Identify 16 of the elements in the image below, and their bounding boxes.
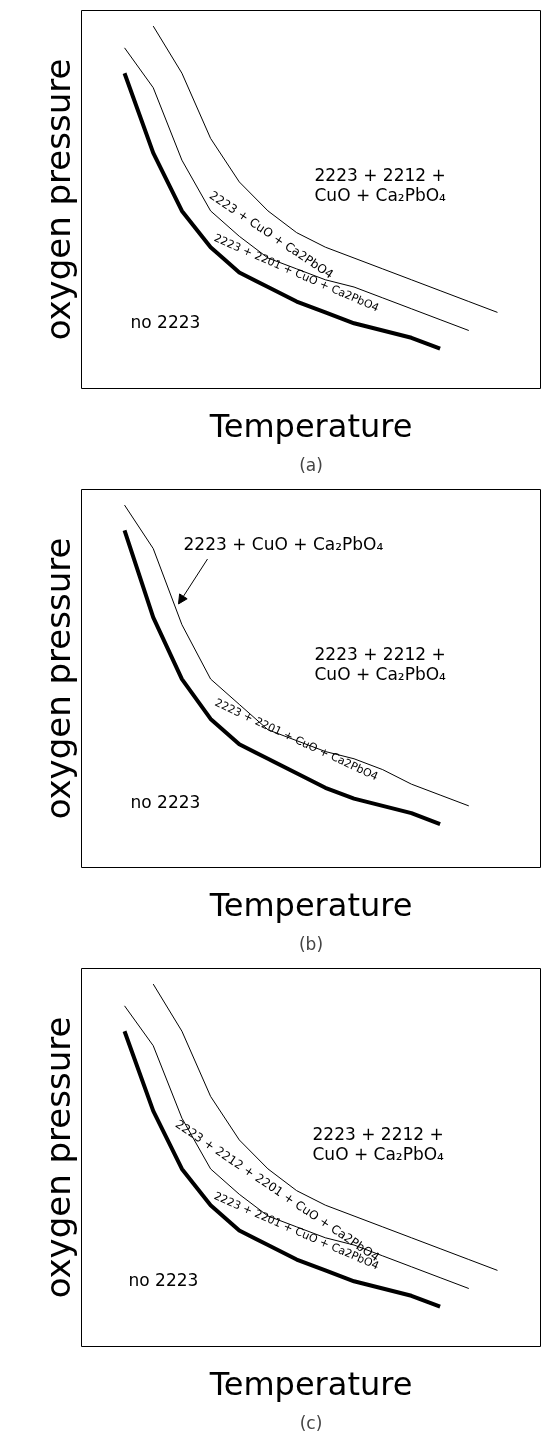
annotation: 2223 + 2212 + CuO + Ca₂PbO₄: [312, 1124, 445, 1165]
annotation: no 2223: [130, 312, 201, 333]
annotation: 2223 + 2212 + CuO + Ca₂PbO₄: [314, 644, 447, 685]
annotation: no 2223: [130, 792, 201, 813]
annotation: 2223 + CuO + Ca₂PbO₄: [183, 534, 384, 555]
x-axis-title: Temperature: [208, 1364, 413, 1403]
text: (b): [298, 933, 324, 954]
y-axis-title: oxygen pressure: [37, 58, 78, 341]
x-axis-title: Temperature: [208, 885, 413, 924]
annotation: 2223 + 2212 + CuO + Ca₂PbO₄: [314, 165, 447, 206]
text: (a): [299, 454, 323, 475]
annotation: no 2223: [128, 1270, 199, 1291]
x-axis-title: Temperature: [208, 406, 413, 445]
text: (c): [299, 1412, 323, 1433]
y-axis-title: oxygen pressure: [37, 537, 78, 820]
y-axis-title: oxygen pressure: [37, 1016, 78, 1299]
